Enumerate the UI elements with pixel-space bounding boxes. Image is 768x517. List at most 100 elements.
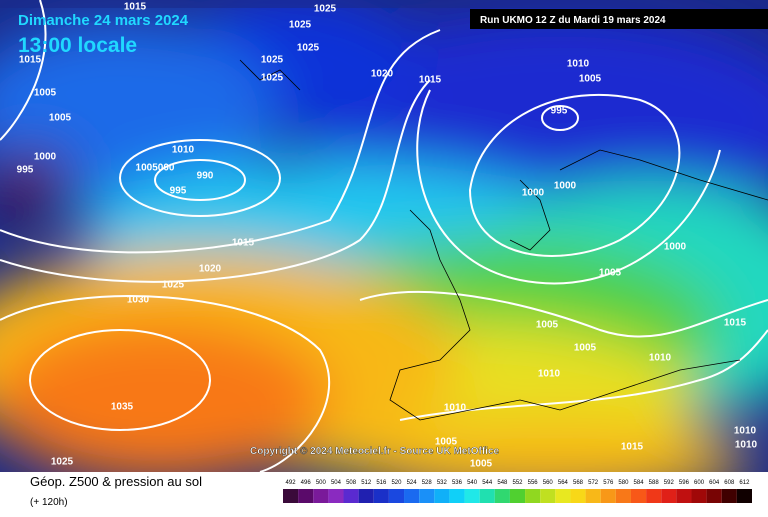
scale-label: 612 — [739, 480, 750, 486]
scale-swatch — [676, 489, 692, 503]
isobar-label: 1020 — [371, 69, 394, 80]
scale-swatch — [404, 489, 420, 503]
isobar-label: 995 — [17, 165, 34, 176]
isobar-label: 1010 — [734, 426, 757, 437]
scale-label: 580 — [618, 480, 629, 486]
isobar-label: 1010 — [567, 59, 590, 70]
run-box — [470, 9, 768, 29]
scale-label: 520 — [391, 480, 402, 486]
isobar-label: 1025 — [261, 55, 284, 66]
isobar-label: 1015 — [724, 318, 747, 329]
scale-swatch — [343, 489, 359, 503]
isobar-label: 990 — [197, 171, 214, 182]
scale-label: 508 — [346, 480, 357, 486]
scale-swatch — [721, 489, 737, 503]
scale-label: 492 — [286, 480, 297, 486]
scale-swatch — [388, 489, 405, 503]
scale-label: 532 — [437, 480, 448, 486]
scale-label: 556 — [528, 480, 539, 486]
local-time: 13:00 locale — [18, 34, 137, 57]
isobar-label: 1030 — [127, 295, 150, 306]
isobar-label: 1000 — [522, 188, 545, 199]
scale-label: 604 — [709, 480, 720, 486]
scale-swatch — [494, 489, 510, 503]
isobar-label: 1010 — [444, 403, 467, 414]
scale-label: 548 — [497, 480, 508, 486]
isobar-label: 995 — [170, 186, 187, 197]
coastlines — [239, 59, 768, 421]
scale-label: 588 — [649, 480, 660, 486]
scale-label: 552 — [512, 480, 523, 486]
scale-label: 596 — [679, 480, 690, 486]
isobar-label: 1000 — [34, 152, 57, 163]
isobar-label: 1005 — [574, 343, 597, 354]
scale-label: 512 — [361, 480, 372, 486]
scale-swatch — [464, 489, 480, 503]
scale-label: 496 — [301, 480, 312, 486]
isobar-label: 1015 — [124, 2, 147, 13]
isobar-label: 1025 — [314, 4, 337, 15]
scale-swatch — [509, 489, 526, 503]
scale-swatch — [358, 489, 374, 503]
scale-swatch — [706, 489, 722, 503]
isobar-label: 1005 — [49, 113, 72, 124]
scale-label: 524 — [407, 480, 418, 486]
scale-swatch — [525, 489, 541, 503]
scale-label: 516 — [376, 480, 387, 486]
isobar-label: 1005 — [470, 459, 493, 470]
scale-swatch — [419, 489, 435, 503]
scale-swatch — [615, 489, 631, 503]
scale-swatch — [479, 489, 495, 503]
isobar-label: 1025 — [261, 73, 284, 84]
isobar-label: 1010 — [649, 353, 672, 364]
scale-swatch — [328, 489, 344, 503]
scale-label: 600 — [694, 480, 705, 486]
scale-label: 584 — [634, 480, 645, 486]
scale-swatch — [630, 489, 647, 503]
isobar-label: 1005 — [536, 320, 559, 331]
scale-label: 572 — [588, 480, 599, 486]
scale-swatch — [600, 489, 616, 503]
isobar-label: 1000 — [554, 181, 577, 192]
scale-label: 528 — [422, 480, 433, 486]
isobar-label: 1005 — [34, 88, 57, 99]
isobar-label: 1035 — [111, 402, 134, 413]
run-info: Run UKMO 12 Z du Mardi 19 mars 2024 — [480, 15, 666, 26]
scale-label: 564 — [558, 480, 569, 486]
date: Dimanche 24 mars 2024 — [18, 12, 189, 29]
isobar-label: 1005 — [579, 74, 602, 85]
scale-swatch — [736, 489, 752, 503]
isobar-label: 1025 — [297, 43, 320, 54]
isobar-label: 1025 — [51, 457, 74, 468]
isobar-label: 1010 — [172, 145, 195, 156]
scale-label: 608 — [724, 480, 735, 486]
isobar-label: 1005 — [599, 268, 622, 279]
scale-swatch — [646, 489, 662, 503]
isobar-label: 1005000 — [136, 163, 175, 174]
scale-swatch — [661, 489, 677, 503]
scale-swatch — [373, 489, 389, 503]
scale-swatch — [540, 489, 556, 503]
scale-swatch — [585, 489, 601, 503]
isobar-label: 1025 — [162, 280, 185, 291]
scale-swatch — [298, 489, 314, 503]
isobar-label: 1015 — [419, 75, 442, 86]
scale-swatch — [434, 489, 450, 503]
footer-lead: (+ 120h) — [30, 497, 68, 508]
isobar-label: 1005 — [435, 437, 458, 448]
isobar-label: 1015 — [232, 238, 255, 249]
scale-label: 568 — [573, 480, 584, 486]
isobar-label: 1000 — [664, 242, 687, 253]
isobar-label: 1015 — [621, 442, 644, 453]
isobars — [0, 0, 768, 431]
scale-swatch — [283, 489, 299, 503]
isobar-label: 1020 — [199, 264, 222, 275]
scale-label: 576 — [603, 480, 614, 486]
scale-label: 536 — [452, 480, 463, 486]
scale-swatch — [691, 489, 707, 503]
isobar-label: 995 — [551, 106, 568, 117]
scale-swatch — [555, 489, 571, 503]
scale-label: 544 — [482, 480, 493, 486]
